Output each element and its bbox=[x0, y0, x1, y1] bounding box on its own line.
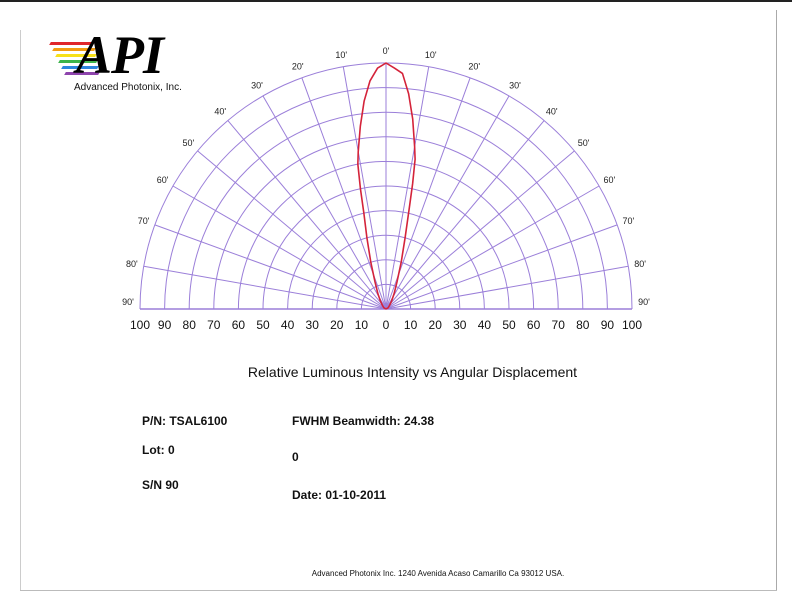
radial-tick-label: 30 bbox=[306, 318, 320, 332]
grid-spoke bbox=[385, 66, 430, 310]
radial-tick-label: 10 bbox=[404, 318, 418, 332]
angle-label: 30' bbox=[509, 81, 521, 91]
angle-label: 0' bbox=[383, 46, 390, 56]
angle-label: 60' bbox=[604, 175, 616, 185]
radial-tick-label: 80 bbox=[576, 318, 590, 332]
grid-spoke bbox=[197, 150, 387, 310]
radial-tick-label: 90 bbox=[158, 318, 172, 332]
extra-value: 0 bbox=[292, 450, 299, 464]
angle-label: 90' bbox=[122, 297, 134, 307]
angle-label: 70' bbox=[138, 216, 150, 226]
grid-spoke bbox=[385, 185, 600, 310]
sheet-border-left bbox=[20, 30, 21, 590]
test-date: Date: 01-10-2011 bbox=[292, 488, 387, 502]
grid-spoke bbox=[227, 120, 387, 310]
sheet-border-top bbox=[0, 0, 792, 2]
sheet-border-right bbox=[776, 10, 777, 590]
angle-label: 10' bbox=[425, 50, 437, 60]
grid-spoke bbox=[385, 150, 575, 310]
sheet-border-bottom bbox=[20, 590, 777, 591]
angle-label: 80' bbox=[126, 259, 138, 269]
angle-label: 60' bbox=[157, 175, 169, 185]
radial-tick-label: 70 bbox=[207, 318, 221, 332]
radial-tick-label: 40 bbox=[478, 318, 492, 332]
chart-title: Relative Luminous Intensity vs Angular D… bbox=[247, 364, 578, 380]
polar-grid bbox=[139, 62, 633, 310]
angle-label: 10' bbox=[335, 50, 347, 60]
angle-label: 20' bbox=[468, 62, 480, 72]
grid-spoke bbox=[262, 95, 387, 310]
radial-tick-label: 90 bbox=[601, 318, 615, 332]
radial-tick-label: 0 bbox=[383, 318, 390, 332]
logo-mark: API bbox=[76, 25, 164, 85]
radial-tick-label: 70 bbox=[552, 318, 566, 332]
radial-tick-label: 20 bbox=[330, 318, 344, 332]
radial-tick-label: 50 bbox=[502, 318, 516, 332]
polar-labels: 90' 80' 70' 60' 50' 40' 30' 20' 10' 0' 10' 20' 30' 40… bbox=[122, 46, 650, 332]
angle-label: 50' bbox=[183, 138, 195, 148]
radial-tick-label: 60 bbox=[232, 318, 246, 332]
grid-spoke bbox=[172, 185, 387, 310]
angle-label: 90' bbox=[638, 297, 650, 307]
angle-label: 80' bbox=[634, 259, 646, 269]
grid-spoke bbox=[385, 120, 545, 310]
footer-address: Advanced Photonix Inc. 1240 Avenida Acas… bbox=[311, 569, 565, 578]
angle-label: 50' bbox=[578, 138, 590, 148]
grid-spoke bbox=[385, 95, 510, 310]
angle-label: 40' bbox=[546, 106, 558, 116]
intensity-curve bbox=[357, 62, 416, 310]
company-logo: API Advanced Photonix, Inc. bbox=[46, 28, 216, 100]
polar-chart: 90' 80' 70' 60' 50' 40' 30' 20' 10' 0' 10' 20' 30' 40… bbox=[122, 46, 650, 332]
radial-tick-label: 100 bbox=[622, 318, 642, 332]
radial-tick-label: 50 bbox=[256, 318, 270, 332]
angle-label: 70' bbox=[623, 216, 635, 226]
polar-series bbox=[357, 62, 416, 310]
radial-tick-label: 40 bbox=[281, 318, 295, 332]
logo-subtitle: Advanced Photonix, Inc. bbox=[74, 82, 182, 93]
grid-spoke bbox=[154, 224, 387, 310]
grid-spoke bbox=[342, 66, 387, 310]
radial-tick-label: 60 bbox=[527, 318, 541, 332]
serial-number: S/N 90 bbox=[142, 478, 179, 492]
angle-label: 40' bbox=[214, 106, 226, 116]
fwhm-beamwidth: FWHM Beamwidth: 24.38 bbox=[292, 414, 435, 428]
angle-label: 20' bbox=[292, 62, 304, 72]
angle-label: 30' bbox=[251, 81, 263, 91]
radial-tick-label: 20 bbox=[429, 318, 443, 332]
lot-number: Lot: 0 bbox=[142, 443, 175, 457]
grid-spoke bbox=[385, 265, 629, 310]
radial-tick-label: 100 bbox=[130, 318, 150, 332]
part-number: P/N: TSAL6100 bbox=[142, 414, 228, 428]
radial-tick-label: 80 bbox=[183, 318, 197, 332]
radial-tick-label: 30 bbox=[453, 318, 467, 332]
radial-tick-label: 10 bbox=[355, 318, 369, 332]
grid-spoke bbox=[143, 265, 387, 310]
grid-spoke bbox=[385, 224, 618, 310]
